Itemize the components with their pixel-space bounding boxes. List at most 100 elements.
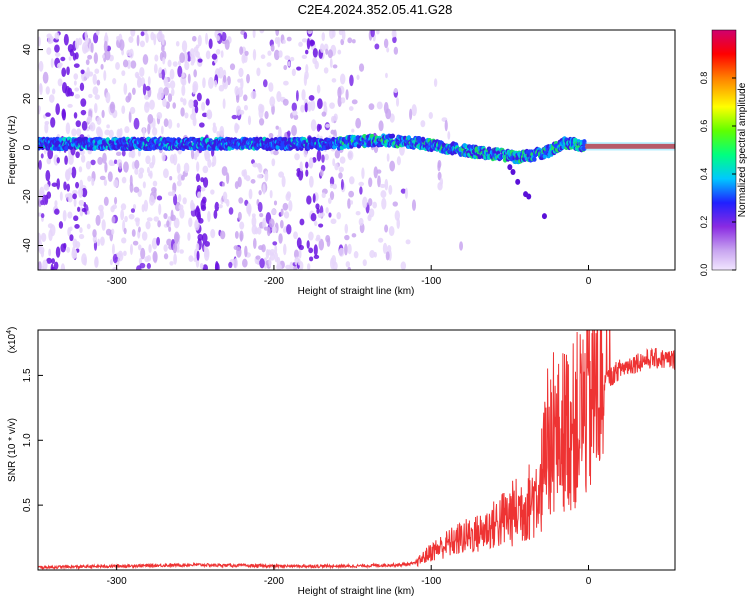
noise-blob	[268, 133, 274, 139]
noise-blob	[204, 151, 211, 162]
noise-blob	[313, 254, 320, 260]
colorbar-tick-label: 0.2	[699, 216, 709, 229]
noise-blob	[243, 32, 248, 40]
noise-blob	[286, 224, 292, 235]
noise-blob	[282, 227, 287, 233]
noise-blob	[321, 154, 325, 163]
descending-blob	[541, 213, 547, 220]
noise-blob	[39, 82, 43, 92]
noise-blob	[109, 259, 113, 266]
noise-blob	[188, 99, 194, 109]
snr-chart: -300 -200 -100 0 0.5 1.0 1.5 (x104) SNR (10 * …	[6, 327, 676, 597]
noise-blob	[200, 187, 206, 192]
descending-blob	[526, 193, 532, 200]
noise-blob	[163, 253, 169, 260]
noise-blob	[337, 49, 342, 55]
noise-blob	[145, 220, 151, 230]
noise-blob	[305, 169, 309, 177]
noise-blob	[222, 191, 228, 201]
noise-blob	[228, 207, 234, 215]
noise-blob	[391, 30, 396, 38]
noise-blob	[113, 179, 119, 188]
noise-blob	[437, 171, 442, 181]
noise-blob	[95, 214, 101, 226]
noise-blob	[147, 123, 151, 135]
noise-blob	[106, 124, 110, 129]
noise-blob	[258, 190, 262, 196]
noise-blob	[45, 112, 51, 117]
noise-blob	[307, 101, 312, 112]
noise-blob	[411, 104, 417, 117]
noise-blob	[86, 116, 93, 123]
noise-blob	[163, 76, 169, 87]
noise-blob	[299, 161, 303, 172]
noise-blob	[207, 210, 211, 223]
noise-blob	[81, 41, 88, 54]
noise-blob	[382, 242, 388, 255]
noise-blob	[161, 151, 166, 162]
noise-blob	[47, 36, 53, 45]
noise-blob	[204, 241, 211, 247]
noise-blob	[264, 111, 269, 120]
noise-blob	[66, 183, 71, 192]
noise-blob	[173, 217, 180, 229]
spectrogram-frame	[37, 29, 676, 271]
noise-blob	[320, 212, 325, 217]
noise-blob	[236, 246, 242, 258]
noise-blob	[118, 162, 123, 170]
noise-blob	[386, 153, 390, 162]
noise-blob	[195, 243, 200, 251]
noise-blob	[257, 226, 262, 235]
noise-blob	[290, 56, 295, 62]
noise-blob	[67, 103, 73, 108]
noise-blob	[324, 153, 329, 161]
noise-blob	[38, 36, 41, 47]
noise-blob	[378, 120, 384, 132]
noise-blob	[198, 122, 205, 128]
noise-blob	[176, 122, 180, 128]
noise-blob	[240, 77, 244, 90]
noise-blob	[325, 207, 329, 214]
noise-blob	[367, 198, 373, 207]
noise-blob	[308, 231, 314, 241]
noise-blob	[252, 238, 257, 250]
noise-blob	[318, 238, 325, 251]
noise-blob	[149, 99, 155, 110]
noise-blob	[51, 182, 58, 187]
x-tick-label: -300	[107, 576, 127, 587]
noise-blob	[175, 40, 180, 47]
noise-blob	[108, 159, 114, 166]
noise-blob	[355, 117, 362, 129]
noise-blob	[258, 163, 263, 173]
y-tick-label: 1.5	[22, 368, 33, 382]
noise-blob	[147, 113, 154, 124]
noise-blob	[181, 174, 185, 181]
noise-blob	[244, 50, 249, 56]
noise-blob	[123, 250, 127, 257]
noise-blob	[112, 266, 119, 270]
noise-blob	[374, 43, 380, 50]
noise-blob	[305, 63, 309, 74]
noise-blob	[38, 232, 42, 244]
noise-blob	[160, 125, 164, 135]
noise-blob	[153, 216, 159, 222]
noise-blob	[123, 161, 129, 173]
noise-blob	[192, 99, 199, 108]
noise-blob	[377, 175, 381, 188]
noise-blob	[116, 252, 122, 258]
noise-blob	[40, 250, 45, 258]
noise-blob	[369, 250, 376, 259]
noise-blob	[121, 150, 126, 157]
noise-blob	[428, 112, 433, 119]
noise-blob	[349, 176, 355, 185]
noise-blob	[319, 43, 325, 53]
noise-blob	[216, 35, 220, 42]
noise-blob	[38, 159, 42, 170]
noise-blob	[338, 247, 345, 257]
noise-blob	[163, 87, 169, 96]
noise-blob	[268, 257, 272, 268]
noise-blob	[437, 160, 442, 169]
noise-blob	[210, 189, 215, 195]
noise-blob	[156, 195, 163, 201]
noise-blob	[173, 193, 178, 206]
